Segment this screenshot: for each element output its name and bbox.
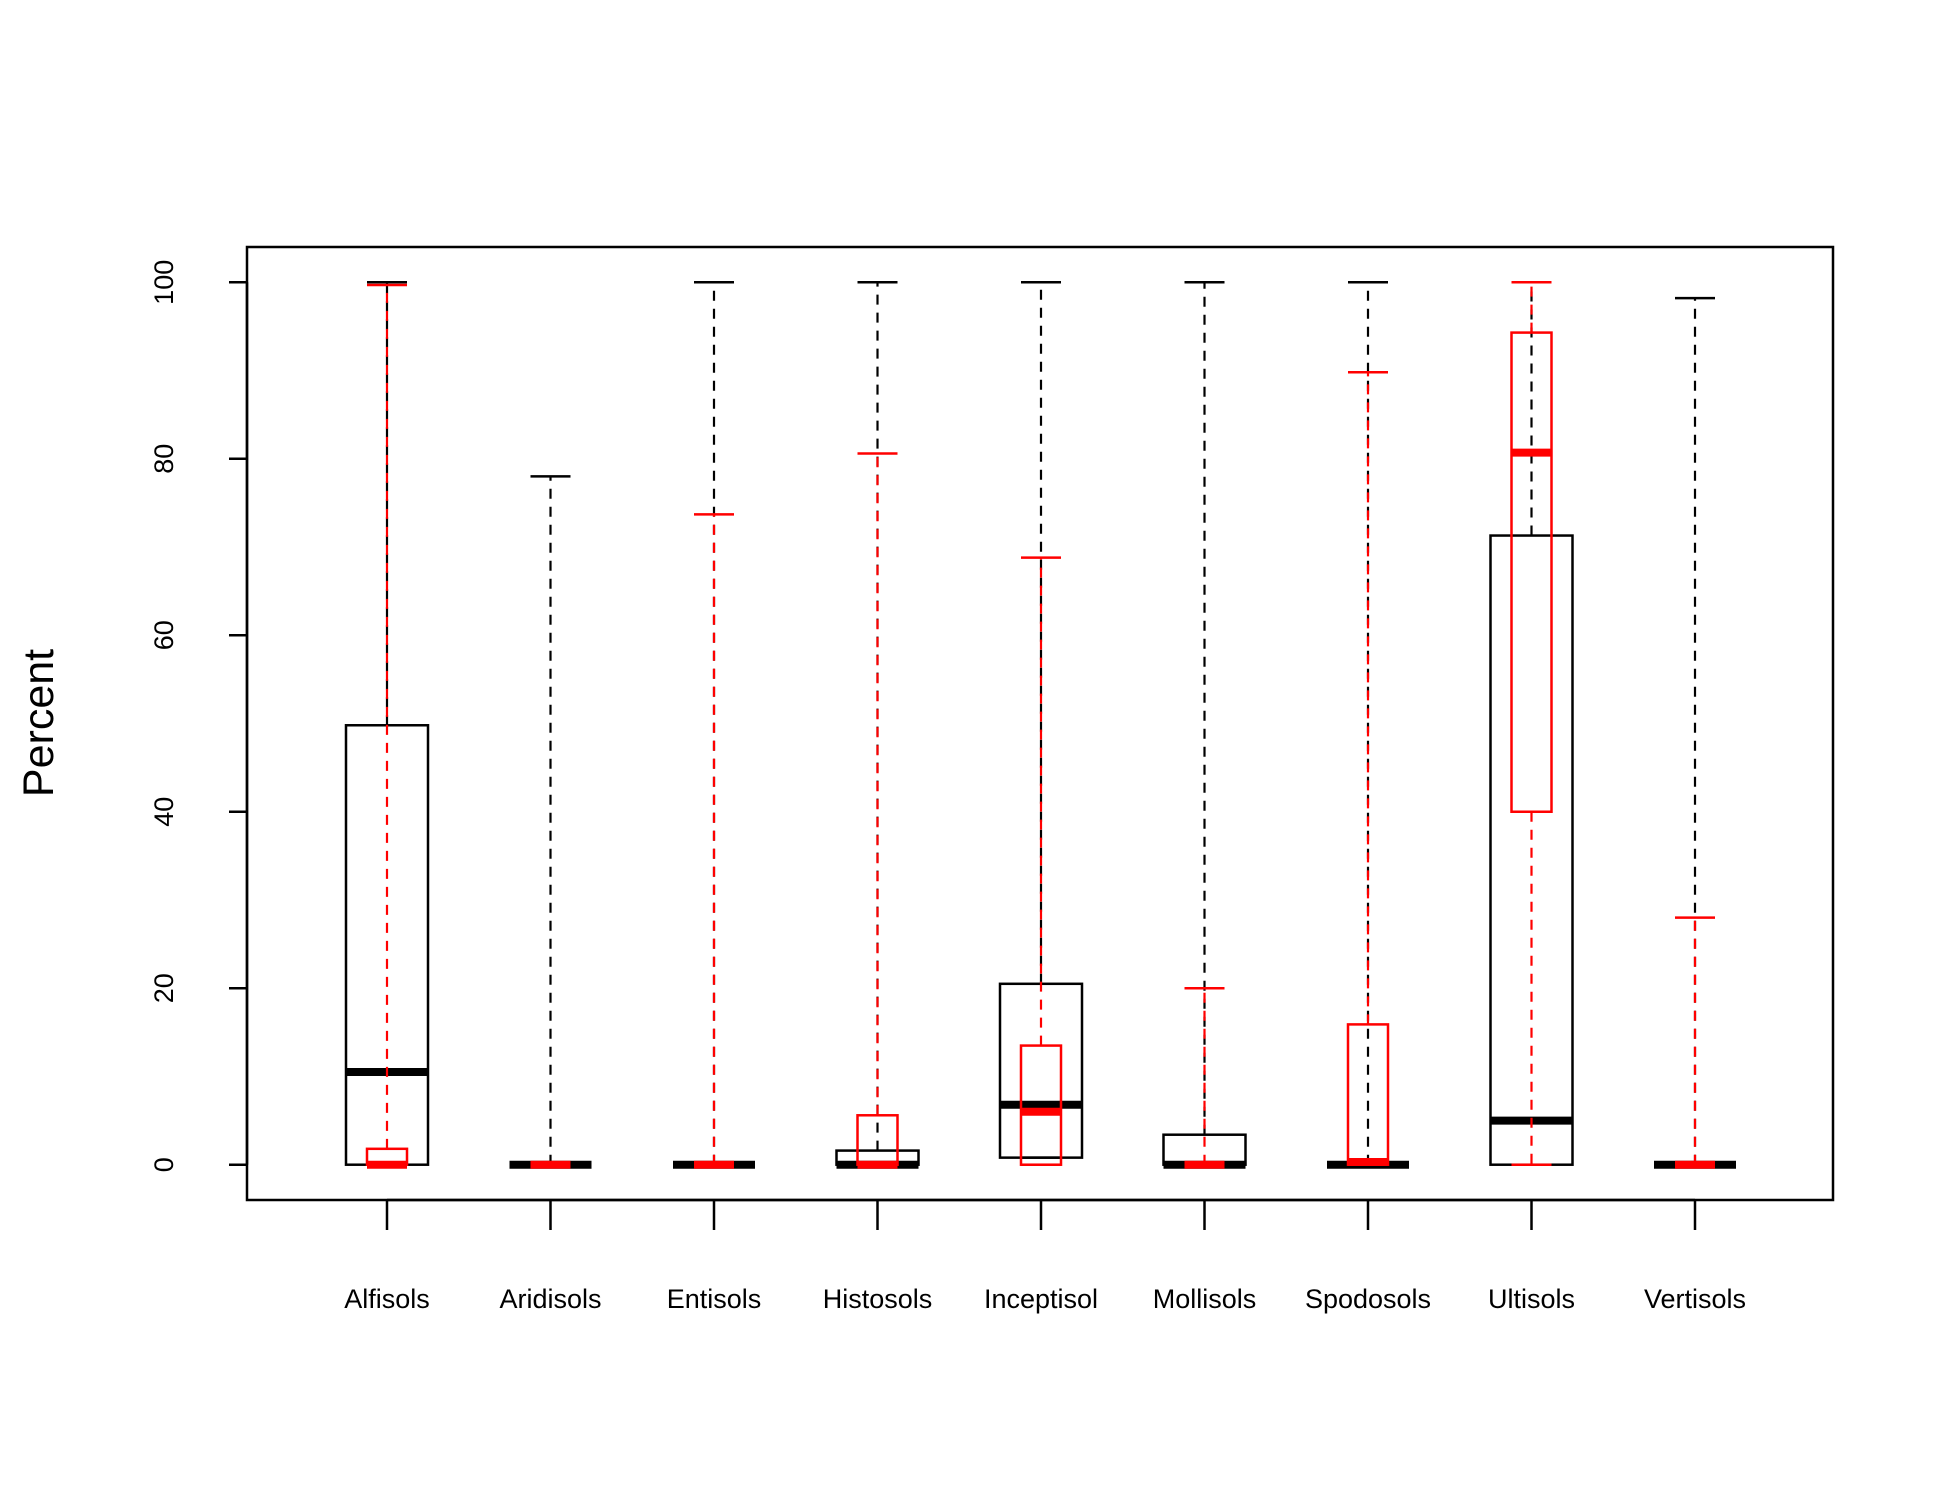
x-tick-label: Alfisols bbox=[344, 1284, 430, 1314]
x-tick-label: Spodosols bbox=[1305, 1284, 1431, 1314]
x-tick-label: Histosols bbox=[823, 1284, 933, 1314]
y-axis: 0 20 40 60 80 100 bbox=[149, 260, 249, 1172]
x-tick-label: Entisols bbox=[667, 1284, 762, 1314]
iqr-box bbox=[998, 982, 1084, 1159]
box-red-ultisols bbox=[1510, 281, 1553, 1166]
y-axis-label: Percent bbox=[15, 649, 63, 797]
box-black-spodosols bbox=[1327, 281, 1409, 1169]
box-red-inceptisol bbox=[1019, 556, 1063, 1166]
x-tick-label: Ultisols bbox=[1488, 1284, 1575, 1314]
y-tick-label: 40 bbox=[149, 797, 179, 827]
box-red-entisols bbox=[694, 513, 734, 1169]
box-black-aridisols bbox=[509, 475, 592, 1169]
iqr-box bbox=[1019, 1044, 1063, 1166]
x-tick-label: Vertisols bbox=[1644, 1284, 1746, 1314]
y-tick-label: 0 bbox=[149, 1157, 179, 1172]
x-tick-label: Aridisols bbox=[499, 1284, 601, 1314]
x-tick-label: Inceptisol bbox=[984, 1284, 1098, 1314]
y-tick-label: 100 bbox=[149, 260, 179, 305]
x-tick-label: Mollisols bbox=[1153, 1284, 1257, 1314]
iqr-box bbox=[1510, 331, 1553, 813]
y-tick-label: 60 bbox=[149, 620, 179, 650]
y-tick-label: 80 bbox=[149, 444, 179, 474]
box-red-histosols bbox=[856, 452, 899, 1169]
box-black-histosols bbox=[835, 281, 920, 1169]
box-red-alfisols bbox=[365, 283, 409, 1169]
x-axis: Alfisols Aridisols Entisols Histosols Incept… bbox=[344, 1198, 1746, 1314]
box-red-spodosols bbox=[1346, 371, 1390, 1167]
box-red-vertisols bbox=[1675, 916, 1715, 1169]
box-series bbox=[344, 281, 1736, 1169]
y-tick-label: 20 bbox=[149, 973, 179, 1003]
box-red-mollisols bbox=[1184, 986, 1225, 1169]
